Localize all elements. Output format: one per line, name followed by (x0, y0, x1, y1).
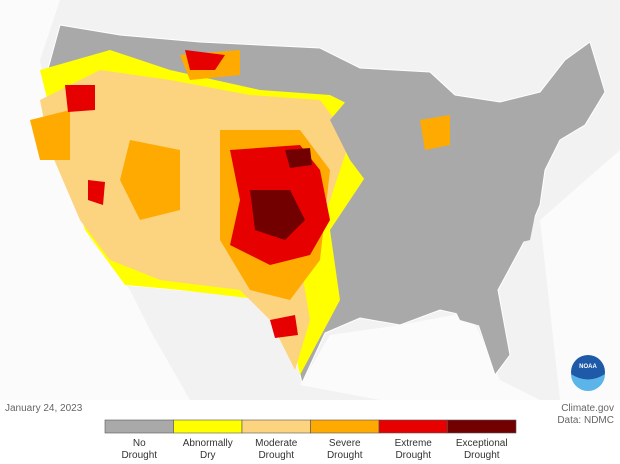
credit: Data: NDMC (557, 415, 614, 426)
legend-swatch (241, 419, 311, 434)
legend-label: Drought (327, 450, 363, 461)
legend: NoDroughtAbnormallyDryModerateDroughtSev… (104, 419, 517, 461)
noaa-logo: NOAA (571, 355, 605, 391)
legend-label: Drought (464, 450, 500, 461)
legend-label: Drought (395, 450, 431, 461)
date: January 24, 2023 (5, 403, 83, 414)
credit: Climate.gov (561, 403, 614, 414)
legend-swatch (378, 419, 448, 434)
legend-swatch (104, 419, 174, 434)
legend-label: Exceptional (456, 438, 508, 449)
legend-swatch (447, 419, 517, 434)
legend-label: Dry (200, 450, 216, 461)
legend-label: Moderate (255, 438, 298, 449)
logo-wave (571, 374, 605, 391)
ocean-east (540, 150, 620, 400)
legend-swatch (173, 419, 243, 434)
no-drought-areas (330, 85, 540, 330)
legend-swatch (310, 419, 380, 434)
legend-label: No (133, 438, 146, 449)
legend-label: Abnormally (183, 438, 233, 449)
legend-label: Severe (329, 438, 361, 449)
legend-label: Drought (258, 450, 294, 461)
legend-label: Drought (121, 450, 157, 461)
legend-label: Extreme (395, 438, 433, 449)
exceptional-drought (250, 148, 312, 240)
gulf (300, 312, 540, 400)
logo-text: NOAA (579, 364, 597, 370)
us-map (30, 24, 606, 385)
